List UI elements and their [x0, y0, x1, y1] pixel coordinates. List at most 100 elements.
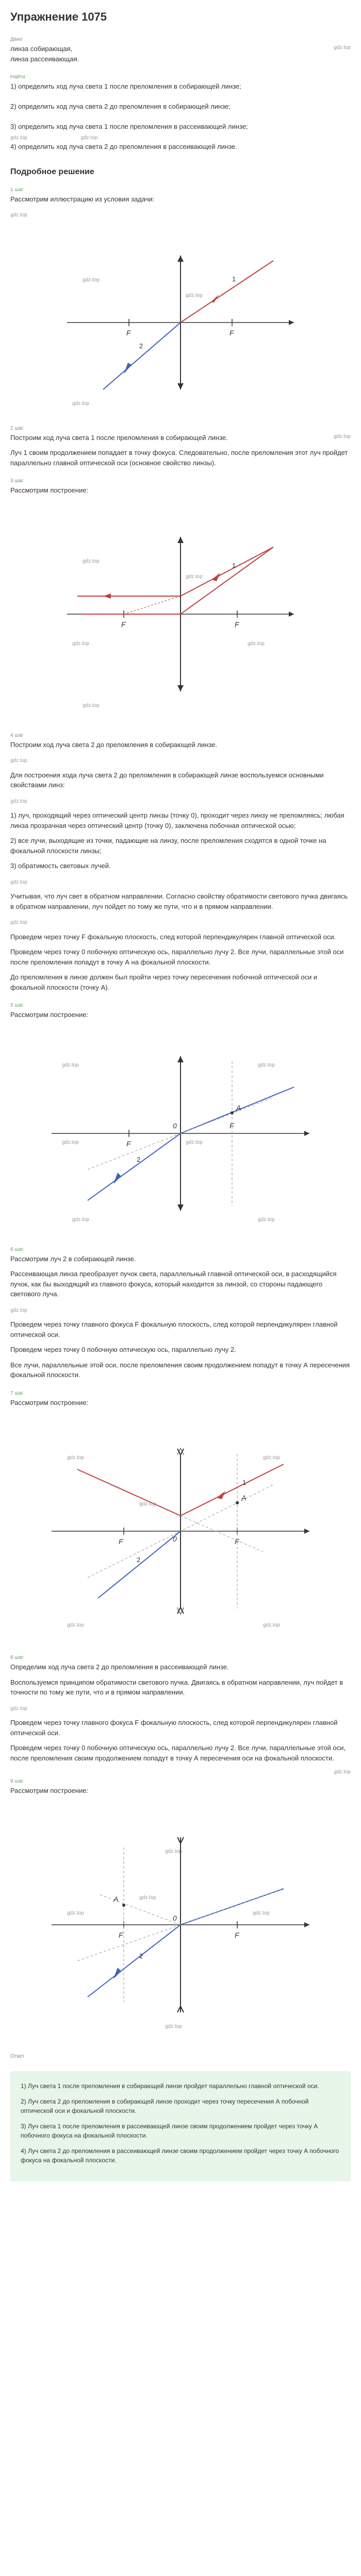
watermark: gdz.top	[10, 879, 27, 885]
diagram-2: F F 1 gdz.top gdz.top gdz.top gdz.top gd…	[0, 501, 361, 727]
diagram-3: F F 0 2 A gdz.top gdz.top gdz.top gdz.to…	[0, 1025, 361, 1242]
svg-text:gdz.top: gdz.top	[139, 1501, 156, 1507]
step8-t4: Проведем через точку 0 побочную оптическ…	[0, 1743, 361, 1768]
watermark: gdz.top	[80, 135, 97, 141]
svg-text:A: A	[236, 1104, 241, 1112]
svg-text:gdz.top: gdz.top	[67, 1910, 84, 1916]
svg-text:1: 1	[232, 562, 236, 569]
step9-text: Рассмотрим построение:	[0, 1786, 361, 1801]
dano-line2: линза рассеивающая.	[10, 55, 79, 63]
step5-text: Рассмотрим построение:	[0, 1010, 361, 1025]
final-1: 1) Луч света 1 после преломления в собир…	[21, 2081, 340, 2091]
step5-label: 5 шаг	[0, 997, 361, 1010]
final-2: 2) Луч света 2 до преломления в собирающ…	[21, 2097, 340, 2115]
svg-text:F: F	[119, 1537, 124, 1546]
step6-t1: Рассмотрим луч 2 в собирающей линзе.	[0, 1254, 361, 1269]
svg-text:gdz.top: gdz.top	[248, 641, 265, 647]
svg-text:F: F	[121, 620, 126, 629]
svg-text:A: A	[241, 1494, 246, 1502]
svg-text:2: 2	[139, 1952, 143, 1960]
svg-text:gdz.top: gdz.top	[253, 1910, 270, 1916]
watermark: gdz.top	[10, 212, 27, 218]
watermark: gdz.top	[334, 1768, 351, 1776]
watermark: gdz.top	[334, 44, 351, 52]
svg-text:1: 1	[242, 1479, 246, 1486]
step6-t3: Проведем через точку главного фокуса F ф…	[0, 1319, 361, 1345]
step2-t1: Построим ход луча света 1 после преломле…	[10, 434, 228, 442]
final-label: Ответ	[0, 2048, 361, 2061]
svg-text:gdz.top: gdz.top	[67, 1622, 84, 1628]
naiti-label: Найти	[0, 69, 361, 81]
svg-text:F: F	[126, 1140, 132, 1148]
svg-text:gdz.top: gdz.top	[139, 1895, 156, 1901]
watermark: gdz.top	[10, 799, 27, 804]
diagram-5: F F 0 2 A gdz.top gdz.top gdz.top gdz.to…	[0, 1801, 361, 2048]
svg-text:0: 0	[173, 1914, 177, 1922]
naiti-3: 3) определить ход луча света 1 после пре…	[10, 122, 351, 132]
step3-label: 3 шаг	[0, 473, 361, 485]
step4-label: 4 шаг	[0, 727, 361, 740]
final-4: 4) Луч света 2 до преломления в рассеива…	[21, 2146, 340, 2165]
step3-text: Рассмотрим построение:	[0, 485, 361, 501]
step9-label: 9 шаг	[0, 1773, 361, 1786]
svg-text:gdz.top: gdz.top	[83, 558, 100, 564]
step4-t6: Учитывая, что луч свет в обратном направ…	[0, 891, 361, 917]
svg-text:2: 2	[137, 1156, 140, 1163]
svg-text:gdz.top: gdz.top	[62, 1140, 79, 1145]
svg-text:gdz.top: gdz.top	[263, 1455, 280, 1461]
step8-label: 8 шаг	[0, 1650, 361, 1662]
svg-text:F: F	[126, 329, 132, 337]
svg-text:gdz.top: gdz.top	[258, 1062, 275, 1068]
svg-text:gdz.top: gdz.top	[258, 1217, 275, 1223]
solution-heading: Подробное решение	[0, 157, 361, 182]
step4-t7: Проведем через точку F фокальную плоскос…	[0, 932, 361, 947]
svg-text:F: F	[235, 620, 240, 629]
final-3: 3) Луч света 1 после преломления в рассе…	[21, 2122, 340, 2140]
svg-text:F: F	[235, 1931, 240, 1939]
svg-text:0: 0	[173, 1122, 177, 1130]
svg-text:gdz.top: gdz.top	[263, 1622, 280, 1628]
step4-t3: 1) луч, проходящий через оптический цент…	[0, 810, 361, 836]
svg-text:gdz.top: gdz.top	[62, 1062, 79, 1068]
svg-text:A: A	[113, 1895, 118, 1903]
step8-t1: Определим ход луча света 2 до преломлени…	[0, 1662, 361, 1677]
step4-t5: 3) обратимость световых лучей.	[0, 861, 361, 876]
svg-text:F: F	[229, 1122, 235, 1130]
svg-text:gdz.top: gdz.top	[72, 641, 89, 647]
step4-t2: Для построения хода луча света 2 до прел…	[0, 770, 361, 795]
step6-label: 6 шаг	[0, 1242, 361, 1254]
step6-t2: Рассеивающая линза преобразует пучок све…	[0, 1269, 361, 1304]
svg-text:gdz.top: gdz.top	[67, 1455, 84, 1461]
dano-line1: линза собирающая,	[10, 45, 72, 53]
watermark: gdz.top	[10, 1308, 27, 1313]
svg-text:gdz.top: gdz.top	[165, 1849, 182, 1854]
step4-t9: До преломления в линзе должен был пройти…	[0, 972, 361, 997]
naiti-4: 4) определить ход луча света 2 до прелом…	[10, 142, 351, 152]
svg-text:F: F	[229, 329, 235, 337]
step4-t4: 2) все лучи, выходящие из точки, падающи…	[0, 836, 361, 861]
step6-t4: Проведем через точку 0 побочную оптическ…	[0, 1345, 361, 1360]
diagram-4: F F 0 1 A 2 gdz.top gdz.top gdz.top gdz.…	[0, 1413, 361, 1650]
svg-text:F: F	[119, 1931, 124, 1939]
diagram-1: F F 1 2 gdz.top gdz.top gdz.top	[0, 225, 361, 420]
svg-text:gdz.top: gdz.top	[72, 401, 89, 406]
svg-text:gdz.top: gdz.top	[186, 293, 203, 298]
svg-text:gdz.top: gdz.top	[72, 1217, 89, 1223]
naiti-2: 2) определить ход луча света 2 до прелом…	[10, 101, 351, 112]
final-answer-box: 1) Луч света 1 после преломления в собир…	[10, 2071, 351, 2181]
svg-text:gdz.top: gdz.top	[83, 703, 100, 708]
svg-text:2: 2	[139, 342, 143, 350]
svg-text:1: 1	[232, 275, 236, 283]
svg-text:gdz.top: gdz.top	[165, 2024, 182, 2029]
watermark: gdz.top	[10, 758, 27, 764]
svg-text:gdz.top: gdz.top	[186, 574, 203, 580]
watermark: gdz.top	[334, 433, 351, 440]
step2-label: 2 шаг	[0, 420, 361, 433]
step1-label: 1 шаг	[0, 182, 361, 194]
naiti-1: 1) определить ход луча света 1 после пре…	[10, 81, 351, 92]
svg-text:gdz.top: gdz.top	[83, 277, 100, 283]
step4-t1: Построим ход луча света 2 до преломления…	[0, 740, 361, 755]
watermark: gdz.top	[10, 1706, 27, 1711]
page-title: Упражнение 1075	[0, 0, 361, 31]
watermark: gdz.top	[10, 920, 27, 925]
